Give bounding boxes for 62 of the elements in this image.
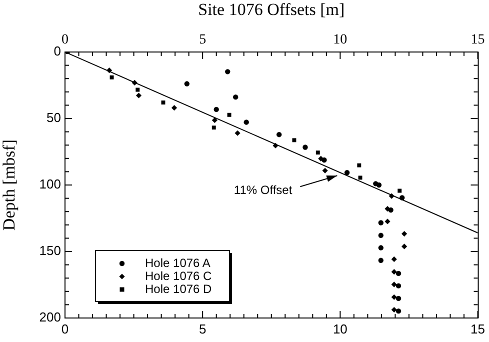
legend-label: Hole 1076 C [145, 268, 212, 283]
point [136, 92, 142, 98]
point [396, 308, 402, 314]
point [378, 232, 384, 238]
x2-tick-label: 15 [470, 32, 485, 48]
point [322, 168, 328, 174]
point [225, 69, 230, 74]
point [214, 106, 219, 112]
y-axis-title: Depth [mbsf] [0, 139, 19, 231]
point [378, 220, 384, 226]
point [316, 150, 320, 155]
point [106, 68, 112, 74]
point [388, 207, 394, 213]
point [244, 120, 249, 125]
y-tick-label: 200 [39, 310, 61, 325]
point [378, 245, 384, 250]
y-tick-label: 100 [39, 176, 61, 192]
point [212, 117, 218, 124]
point [276, 132, 282, 138]
x-tick-label: 10 [332, 321, 348, 336]
point [184, 81, 190, 86]
x2-tick-label: 5 [199, 32, 206, 48]
point [378, 258, 384, 264]
point [398, 188, 402, 193]
point [110, 75, 114, 80]
legend-label: Hole 1076 D [145, 282, 212, 296]
point [396, 270, 402, 276]
point [136, 88, 140, 92]
x-tick-label: 5 [198, 321, 206, 336]
y-tick-label: 150 [39, 243, 61, 258]
point [376, 182, 382, 188]
point [132, 80, 138, 86]
point [322, 157, 327, 163]
x-tick-label: 15 [470, 321, 486, 336]
point [401, 244, 408, 250]
point [357, 163, 362, 168]
x2-tick-label: 10 [333, 32, 348, 48]
chart-title: Site 1076 Offsets [m] [198, 0, 345, 19]
annotation: 11% Offset [234, 182, 293, 197]
point [388, 193, 394, 199]
y-tick-label: 50 [46, 110, 61, 126]
point [401, 231, 408, 237]
point [396, 296, 402, 302]
point [344, 170, 350, 176]
point [391, 256, 397, 262]
point [396, 283, 402, 288]
point [391, 269, 397, 275]
point [391, 294, 397, 300]
point [212, 126, 216, 130]
point [391, 282, 397, 288]
point [234, 130, 240, 136]
point [302, 144, 308, 150]
point [292, 138, 296, 142]
point [272, 142, 278, 148]
point [384, 218, 390, 224]
y-tick-label: 0 [54, 44, 61, 59]
point [227, 112, 232, 117]
point [233, 94, 238, 100]
point [391, 306, 397, 313]
point [399, 195, 405, 200]
point [171, 105, 178, 111]
legend-label: Hole 1076 A [145, 256, 210, 270]
